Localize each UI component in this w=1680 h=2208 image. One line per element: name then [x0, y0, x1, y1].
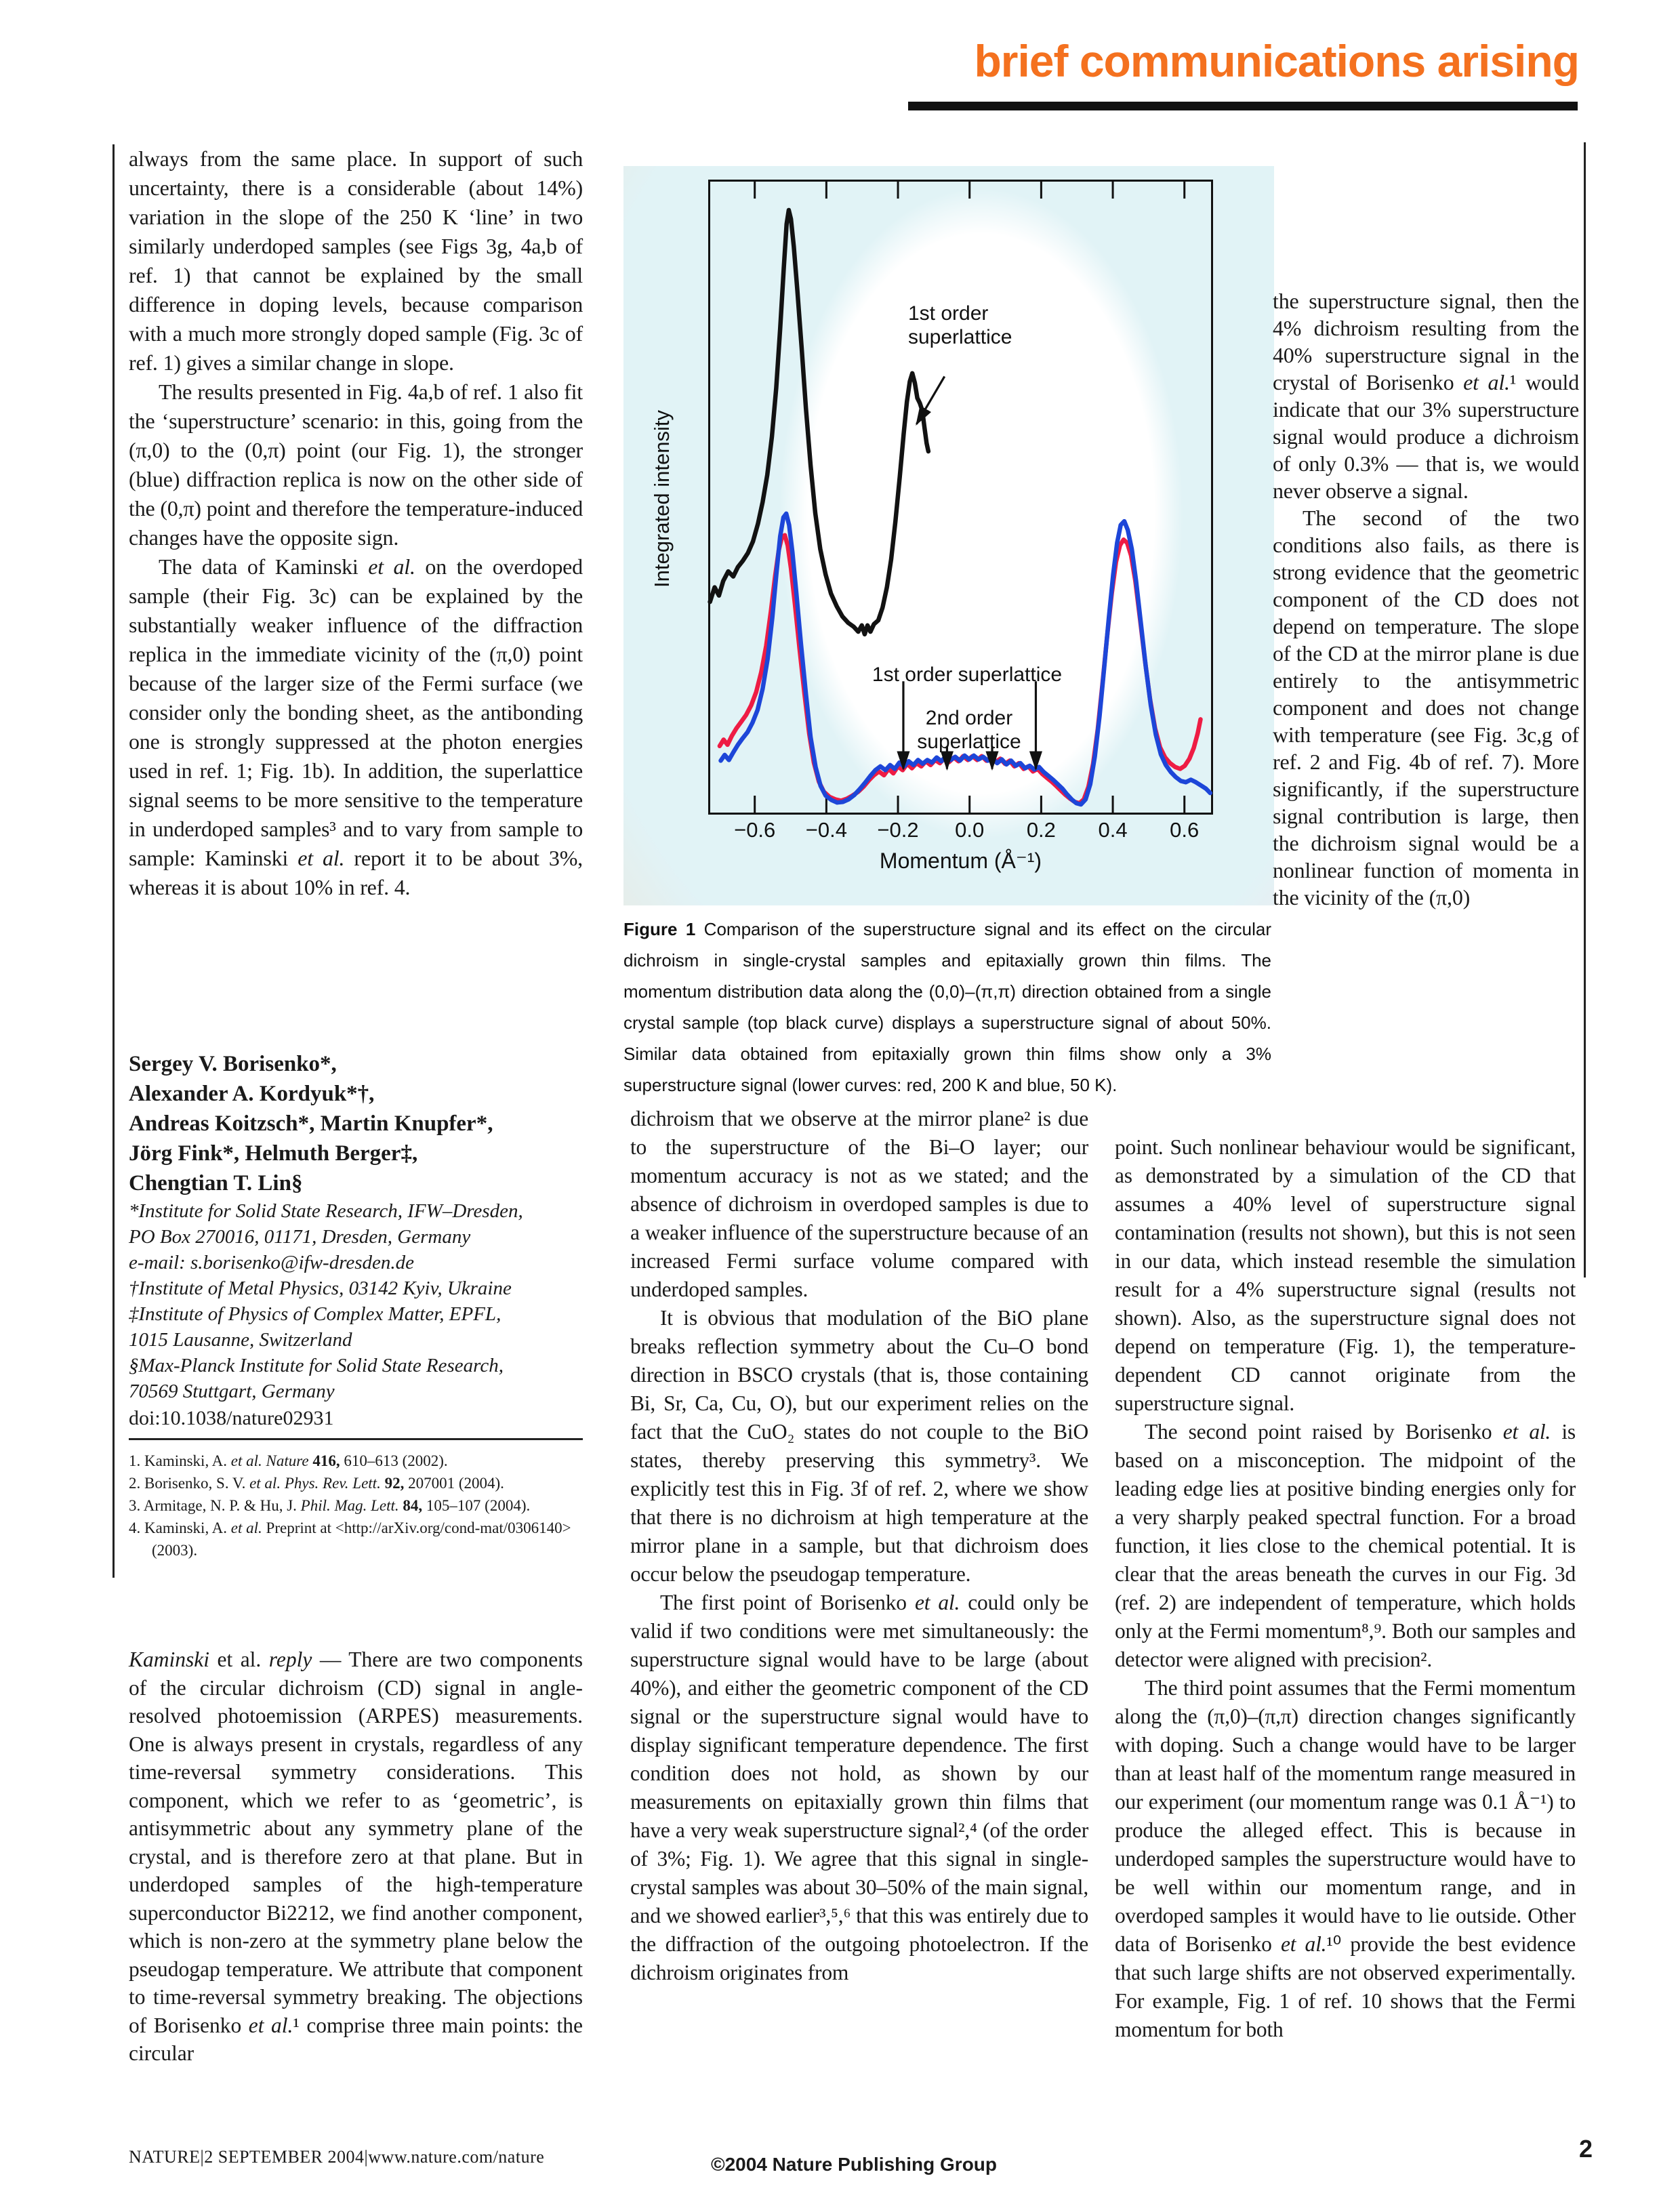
affiliation: PO Box 270016, 01171, Dresden, Germany	[129, 1226, 471, 1248]
affiliation-email: e-mail: s.borisenko@ifw-dresden.de	[129, 1252, 415, 1273]
author-name: Andreas Koitzsch*, Martin Knupfer*,	[129, 1111, 493, 1136]
x-axis-label: Momentum (Å⁻¹)	[879, 849, 1042, 873]
column-2: dichroism that we observe at the mirror …	[630, 1105, 1088, 1987]
reference-item: 1. Kaminski, A. et al. Nature 416, 610–6…	[129, 1452, 448, 1469]
paragraph: The data of Kaminski et al. on the overd…	[129, 554, 583, 899]
column-1: always from the same place. In support o…	[129, 144, 583, 902]
footer-page-number: 2	[1578, 2135, 1593, 2163]
doi: doi:10.1038/nature02931	[129, 1407, 334, 1429]
reference-item: 4. Kaminski, A. et al. Preprint at <http…	[129, 1519, 571, 1559]
paragraph: always from the same place. In support o…	[129, 146, 583, 375]
paragraph: It is obvious that modulation of the BiO…	[630, 1306, 1088, 1586]
paragraph: point. Such nonlinear behaviour would be…	[1115, 1135, 1576, 1415]
peak-annotation-label: 1st order superlattice	[908, 302, 1012, 348]
paragraph: Kaminski et al. reply — There are two co…	[129, 1648, 583, 2065]
figure-caption: Figure 1 Comparison of the superstructur…	[623, 919, 1271, 1095]
paragraph: The second point raised by Borisenko et …	[1115, 1420, 1576, 1671]
author-name: Chengtian T. Lin§	[129, 1171, 303, 1195]
affiliation: 70569 Stuttgart, Germany	[129, 1381, 335, 1402]
footer-journal-info: NATURE|2 SEPTEMBER 2004|www.nature.com/n…	[129, 2147, 545, 2167]
column-3-wide: point. Such nonlinear behaviour would be…	[1115, 1133, 1576, 2044]
affiliation: 1015 Lausanne, Switzerland	[129, 1329, 352, 1351]
y-axis-label: Integrated intensity	[650, 410, 674, 588]
x-tick-label: 0.6	[1170, 818, 1200, 842]
author-name: Sergey V. Borisenko*,	[129, 1052, 337, 1076]
paragraph: The results presented in Fig. 4a,b of re…	[129, 380, 583, 550]
reply-paragraph: Kaminski et al. reply — There are two co…	[129, 1645, 583, 2068]
x-tick-label: 0.2	[1026, 818, 1056, 842]
x-tick-label: 0.0	[955, 818, 985, 842]
paragraph: The first point of Borisenko et al. coul…	[630, 1591, 1088, 1984]
figure-chart	[708, 180, 1213, 815]
reference-item: 3. Armitage, N. P. & Hu, J. Phil. Mag. L…	[129, 1497, 531, 1514]
second-order-annotation-label: 2nd order superlattice	[917, 707, 1021, 753]
reference-item: 2. Borisenko, S. V. et al. Phys. Rev. Le…	[129, 1475, 504, 1492]
x-tick-label: −0.6	[734, 818, 776, 842]
column-rule-right	[1584, 142, 1586, 1277]
paragraph: the superstructure signal, then the 4% d…	[1273, 289, 1579, 503]
page-title: brief communications arising	[974, 36, 1580, 86]
affiliation: *Institute for Solid State Research, IFW…	[129, 1200, 523, 1222]
affiliation: §Max-Planck Institute for Solid State Re…	[129, 1355, 504, 1376]
first-order-annotation-label: 1st order superlattice	[872, 663, 1063, 686]
paragraph: dichroism that we observe at the mirror …	[630, 1107, 1088, 1301]
x-tick-label: −0.4	[805, 818, 847, 842]
paragraph: The third point assumes that the Fermi m…	[1115, 1676, 1576, 2041]
header-rule	[908, 102, 1578, 110]
reference-list: 1. Kaminski, A. et al. Nature 416, 610–6…	[129, 1438, 583, 1561]
affiliation: †Institute of Metal Physics, 03142 Kyiv,…	[129, 1277, 512, 1299]
author-block: Sergey V. Borisenko*, Alexander A. Kordy…	[129, 1049, 583, 1433]
x-tick-label: 0.4	[1098, 818, 1128, 842]
affiliation: ‡Institute of Physics of Complex Matter,…	[129, 1303, 501, 1325]
figure-1: Integrated intensity 1st order superlatt…	[623, 166, 1274, 905]
x-tick-label: −0.2	[877, 818, 919, 842]
column-3-narrow: the superstructure signal, then the 4% d…	[1273, 287, 1579, 911]
author-name: Alexander A. Kordyuk*†,	[129, 1082, 375, 1106]
author-name: Jörg Fink*, Helmuth Berger‡,	[129, 1141, 418, 1166]
column-rule-left	[112, 144, 115, 1578]
x-axis-ticks: −0.6 −0.4 −0.2 0.0 0.2 0.4 0.6	[623, 818, 1274, 845]
footer-copyright: ©2004 Nature Publishing Group	[710, 2154, 998, 2175]
paragraph: The second of the two conditions also fa…	[1273, 506, 1579, 909]
